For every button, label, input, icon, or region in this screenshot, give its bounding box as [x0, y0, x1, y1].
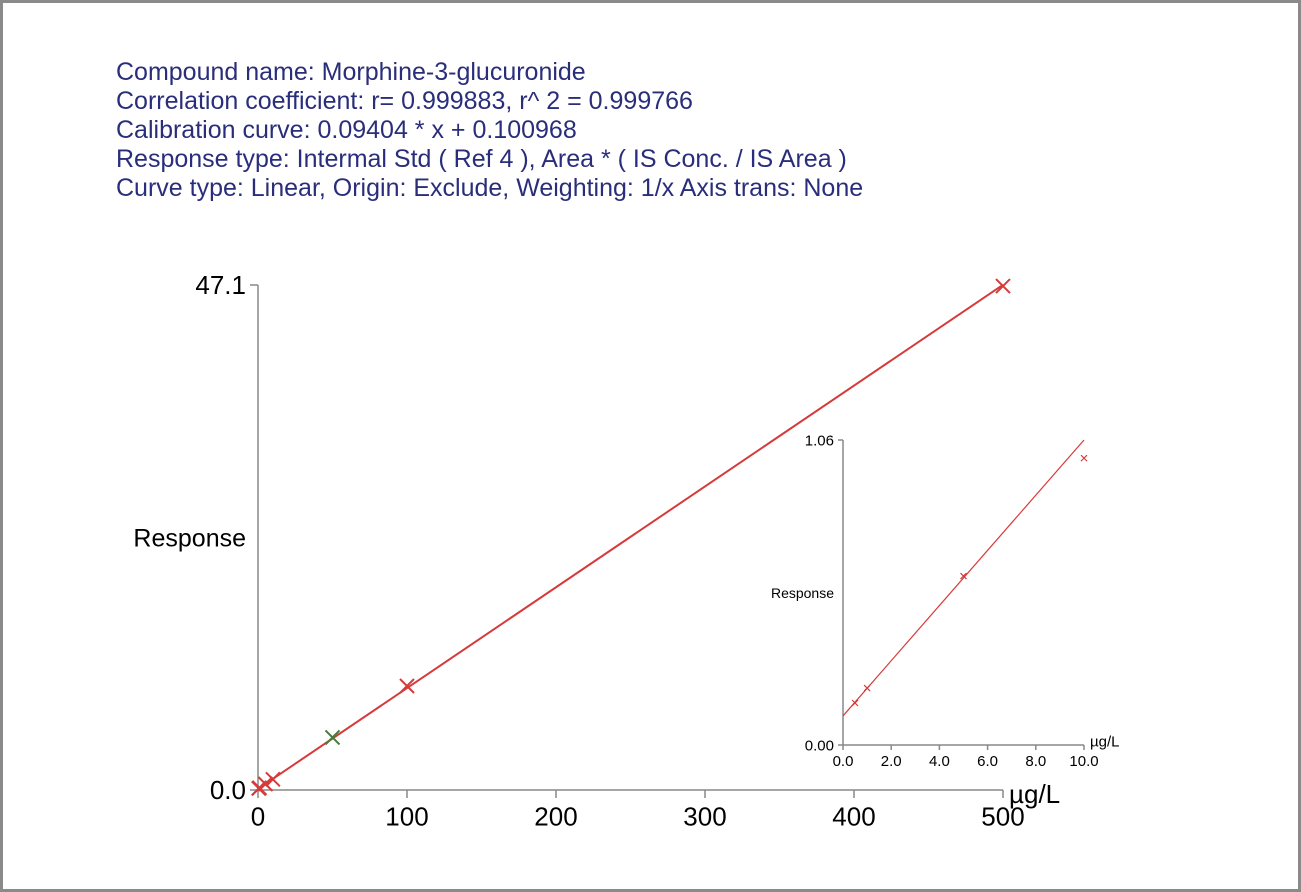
y-tick-label: 0.00: [805, 737, 834, 754]
x-tick-label: 4.0: [929, 753, 950, 770]
x-tick-label: 10.0: [1069, 753, 1098, 770]
x-tick-label: 500: [981, 801, 1024, 831]
data-point: [257, 776, 274, 792]
header-line: Calibration curve: 0.09404 * x + 0.10096…: [116, 116, 577, 144]
y-tick-label: 1.06: [805, 432, 834, 449]
x-axis-label: µg/L: [1090, 734, 1120, 751]
data-point: [851, 699, 859, 707]
fit-line: [257, 283, 1004, 790]
x-tick-label: 0.0: [833, 753, 854, 770]
data-point: [960, 572, 967, 580]
header-line: Compound name: Morphine-3-glucuronide: [116, 58, 586, 86]
x-tick-label: 6.0: [977, 753, 998, 770]
x-tick-label: 0: [251, 801, 265, 831]
x-tick-label: 400: [832, 801, 875, 831]
x-tick-label: 100: [385, 801, 428, 831]
y-tick-label: 47.1: [195, 270, 246, 300]
data-point: [265, 771, 281, 787]
y-axis-label: Response: [771, 585, 834, 601]
x-tick-label: 8.0: [1025, 753, 1046, 770]
data-point: [324, 729, 341, 746]
y-tick-label: 0.0: [210, 775, 246, 805]
data-point: [863, 684, 871, 692]
header-line: Curve type: Linear, Origin: Exclude, Wei…: [116, 174, 863, 202]
data-point: [995, 278, 1011, 294]
data-point: [399, 678, 415, 694]
y-axis-label: Response: [133, 525, 246, 553]
header-line: Correlation coefficient: r= 0.999883, r^…: [116, 87, 693, 115]
x-tick-label: 300: [683, 801, 726, 831]
header-line: Response type: Intermal Std ( Ref 4 ), A…: [116, 145, 847, 173]
fit-line: [842, 439, 1085, 717]
x-tick-label: 200: [534, 801, 577, 831]
data-point: [1080, 454, 1088, 462]
x-tick-label: 2.0: [881, 753, 902, 770]
x-axis-label: µg/L: [1009, 779, 1060, 809]
